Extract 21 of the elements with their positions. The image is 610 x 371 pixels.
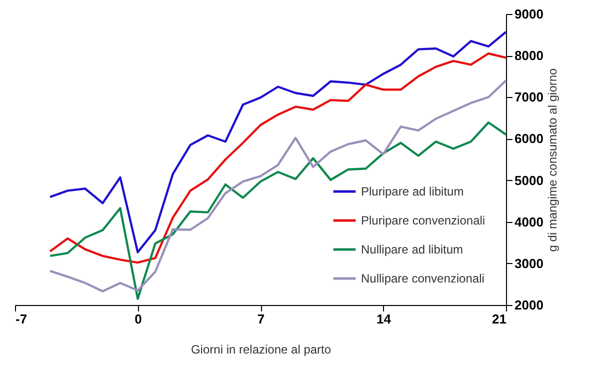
y-tick-label: 2000 — [514, 298, 544, 312]
legend-label: Nullipare convenzionali — [361, 272, 484, 286]
y-tick-label: 7000 — [514, 90, 544, 105]
y-tick-label: 8000 — [514, 48, 544, 64]
legend-label: Nullipare ad libitum — [361, 242, 464, 256]
y-tick-label: 4000 — [514, 214, 544, 230]
x-tick-label: 7 — [257, 312, 265, 326]
y-tick-label: 9000 — [514, 6, 544, 22]
line-series — [48, 121, 508, 300]
line-series — [48, 79, 508, 292]
y-tick-label: 5000 — [514, 172, 544, 188]
legend-label: Pluripare ad libitum — [361, 184, 464, 198]
x-tick-label: 0 — [134, 312, 142, 326]
x-tick-label: 14 — [376, 312, 392, 326]
y-tick-label: 6000 — [514, 131, 544, 146]
legend-label: Pluripare convenzionali — [361, 214, 486, 228]
y-tick-label: 3000 — [514, 256, 544, 271]
x-tick-label: 21 — [492, 312, 506, 326]
x-axis-title: Giorni in relazione al parto — [190, 342, 332, 356]
x-tick-label: -7 — [16, 312, 28, 326]
y-axis-title: g di mangime consumato al giorno — [545, 68, 560, 252]
